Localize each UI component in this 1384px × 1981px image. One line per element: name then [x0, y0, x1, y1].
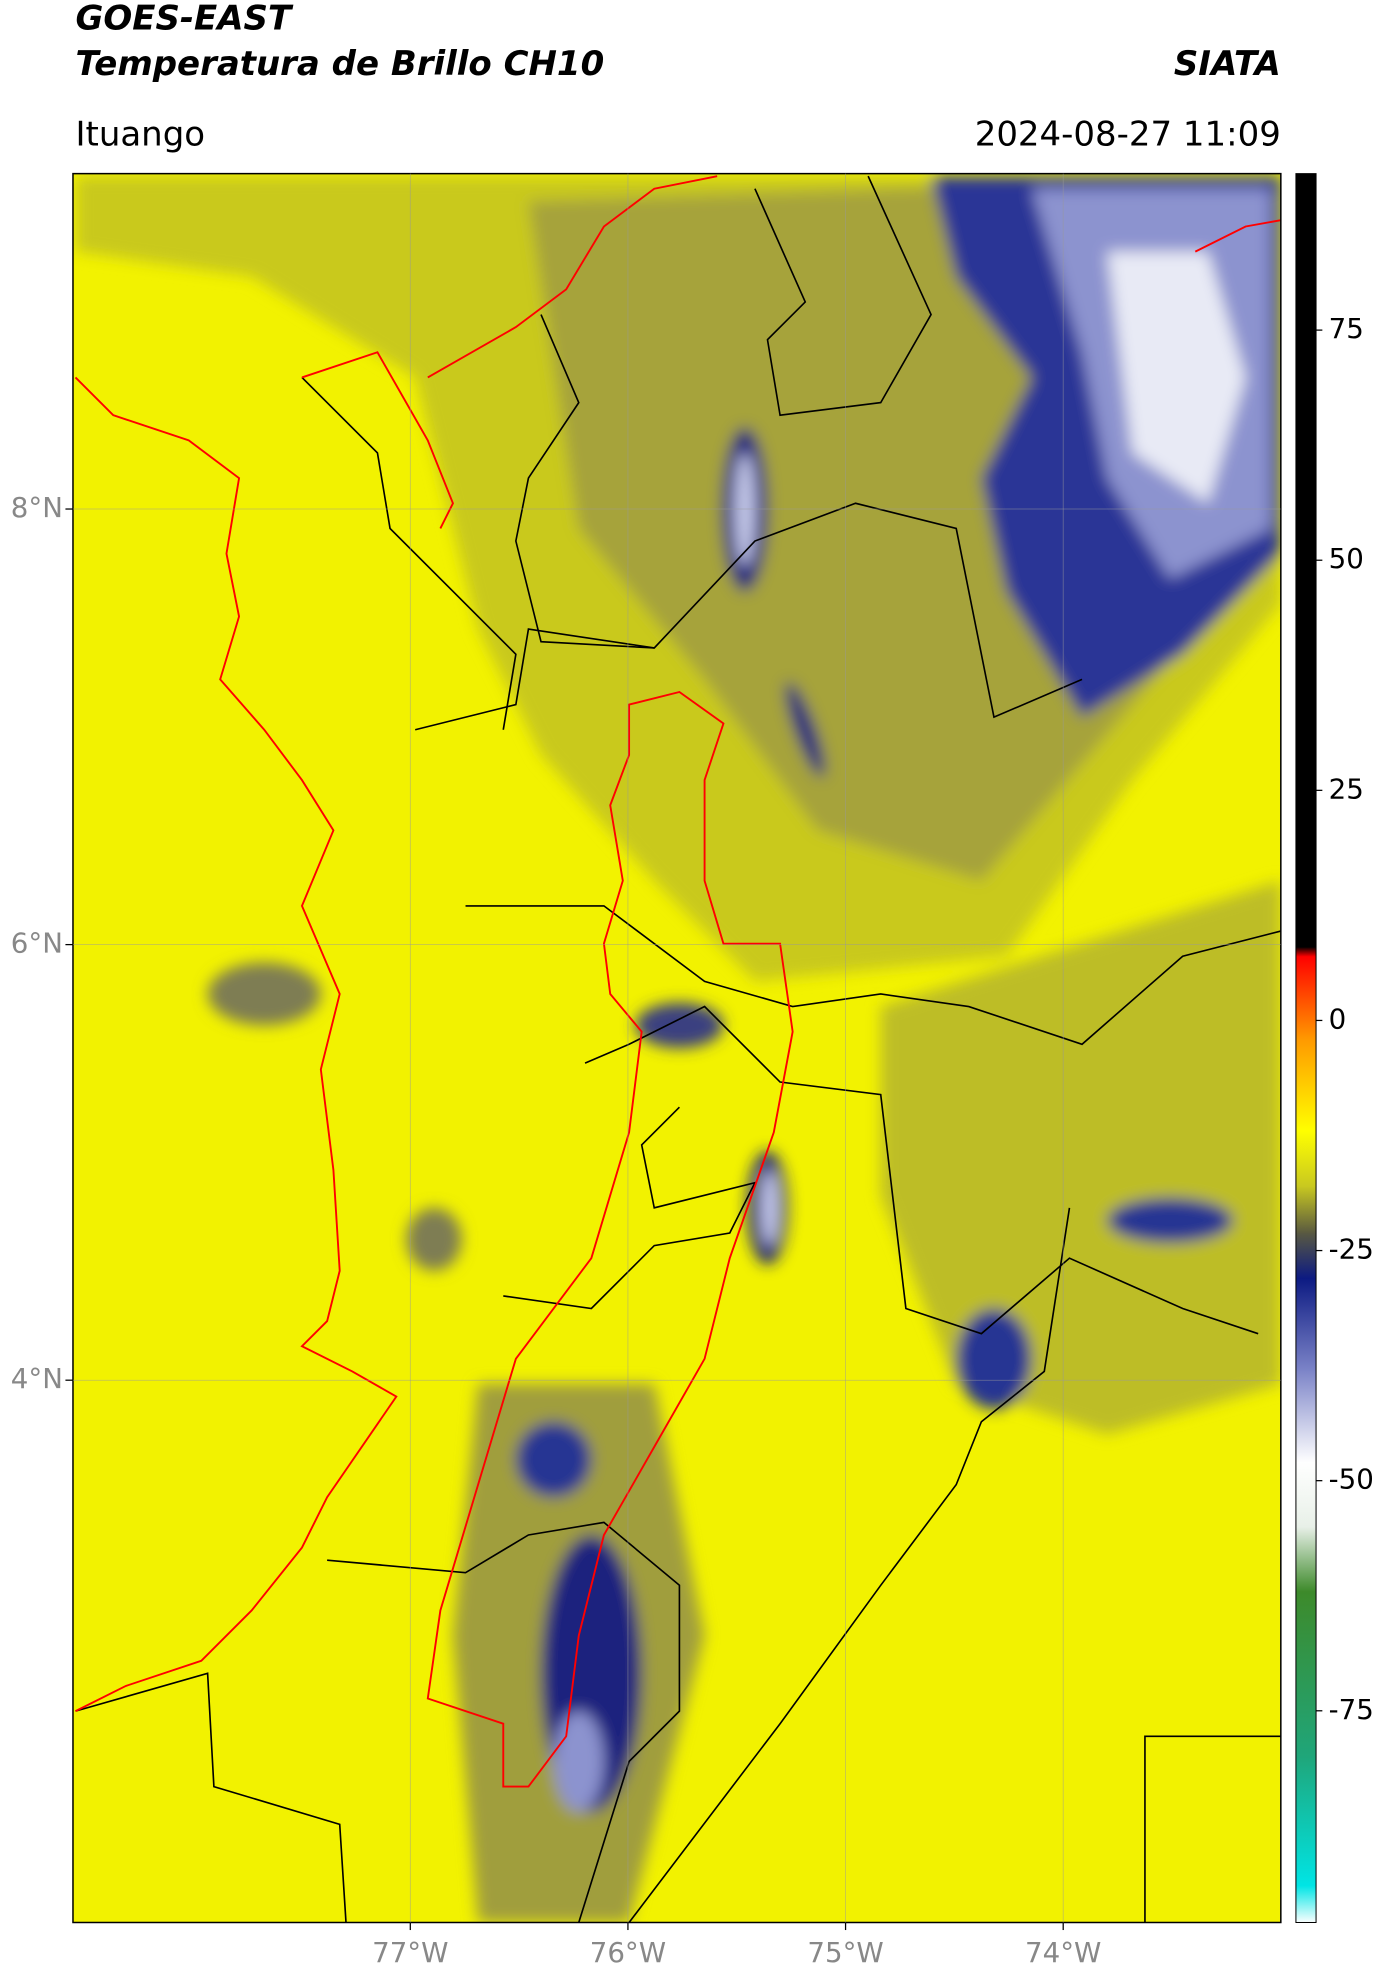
colorbar-segment — [1295, 173, 1317, 948]
colorbar-segment — [1295, 1591, 1317, 1758]
colorbar-tick-label: 75 — [1329, 312, 1364, 345]
map-frame — [72, 172, 1282, 1924]
colorbar-segment — [1295, 1130, 1317, 1187]
colorbar-tick-label: -75 — [1329, 1693, 1374, 1726]
colorbar-tick-label: -25 — [1329, 1233, 1374, 1266]
subtitle: Temperatura de Brillo CH10 — [75, 44, 604, 84]
colorbar-segment — [1295, 1885, 1317, 1924]
x-tick-label: 74°W — [1025, 1936, 1101, 1969]
y-tick-label: 8°N — [11, 491, 63, 524]
y-tick-label: 4°N — [11, 1362, 63, 1395]
colorbar-segment — [1295, 1526, 1317, 1592]
colorbar-segment — [1295, 1756, 1317, 1887]
colorbar-segment — [1295, 1038, 1317, 1132]
colorbar-tick-label: -50 — [1329, 1463, 1374, 1496]
x-tick-label: 76°W — [590, 1936, 666, 1969]
x-tick-label: 75°W — [807, 1936, 883, 1969]
colorbar-segment — [1295, 1370, 1317, 1463]
x-tick-label: 77°W — [372, 1936, 448, 1969]
location: Ituango — [75, 114, 205, 154]
satellite-image — [72, 173, 1281, 1923]
colorbar-frame — [1295, 173, 1317, 1923]
colorbar-tick-label: 50 — [1329, 542, 1364, 575]
title: GOES-EAST — [75, 0, 293, 39]
colorbar-segment — [1295, 956, 1317, 1040]
colorbar-segment — [1295, 1278, 1317, 1371]
colorbar: 75 50 25 0 -25 -50 -75 — [1295, 173, 1374, 1924]
colorbar-segment — [1295, 1462, 1317, 1528]
colorbar-tick-label: 0 — [1329, 1002, 1347, 1035]
colorbar-tick-label: 25 — [1329, 772, 1364, 805]
colorbar-segment — [1295, 1186, 1317, 1233]
source: SIATA — [1174, 44, 1281, 84]
colorbar-segment — [1295, 946, 1317, 957]
datetime: 2024-08-27 11:09 — [975, 114, 1281, 154]
colorbar-segment — [1295, 1232, 1317, 1279]
y-tick-label: 6°N — [11, 927, 63, 960]
